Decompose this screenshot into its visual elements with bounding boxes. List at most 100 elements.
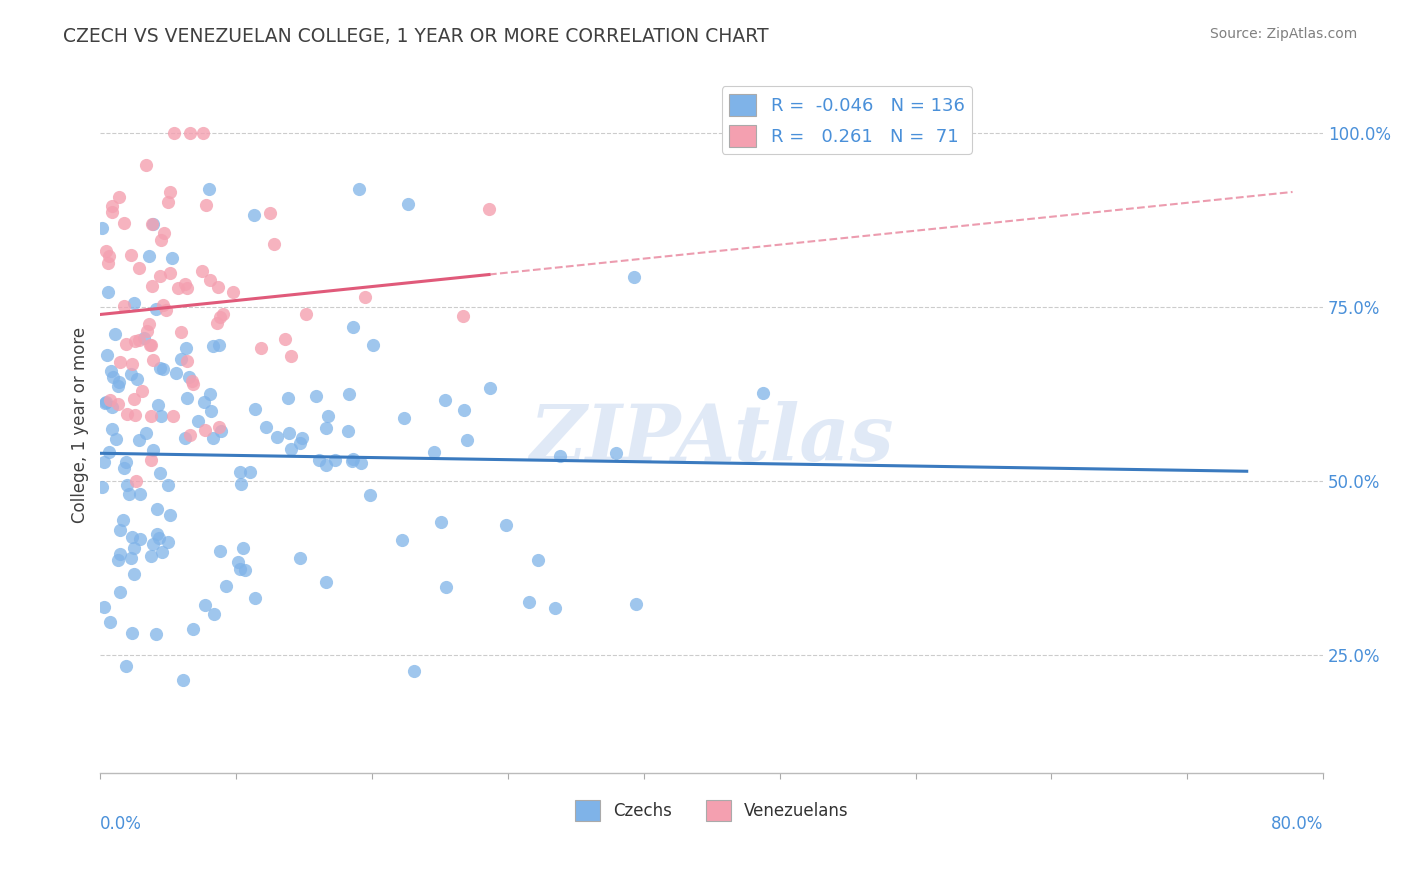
- Point: [209, 425, 232, 439]
- Text: ZIPAtlas: ZIPAtlas: [530, 401, 894, 477]
- Point: [124, 408, 146, 422]
- Point: [107, 553, 129, 567]
- Point: [105, 432, 128, 446]
- Point: [430, 515, 453, 529]
- Point: [274, 332, 297, 346]
- Point: [337, 386, 360, 401]
- Point: [121, 530, 143, 544]
- Point: [120, 550, 142, 565]
- Point: [391, 533, 413, 547]
- Point: [172, 673, 194, 687]
- Point: [181, 376, 204, 391]
- Point: [394, 411, 416, 425]
- Point: [194, 598, 217, 612]
- Point: [121, 626, 143, 640]
- Point: [141, 217, 163, 231]
- Point: [517, 595, 540, 609]
- Point: [179, 126, 201, 140]
- Point: [125, 474, 148, 488]
- Point: [194, 423, 217, 437]
- Point: [108, 524, 131, 538]
- Text: 80.0%: 80.0%: [1271, 815, 1323, 833]
- Point: [250, 341, 273, 355]
- Point: [100, 364, 122, 378]
- Point: [752, 386, 775, 401]
- Point: [142, 353, 165, 368]
- Point: [436, 580, 458, 594]
- Point: [142, 218, 165, 232]
- Point: [134, 331, 156, 345]
- Point: [98, 393, 121, 408]
- Point: [291, 431, 314, 445]
- Point: [156, 195, 179, 210]
- Point: [93, 455, 115, 469]
- Text: Source: ZipAtlas.com: Source: ZipAtlas.com: [1209, 27, 1357, 41]
- Point: [233, 563, 256, 577]
- Point: [131, 384, 153, 398]
- Point: [139, 338, 162, 352]
- Point: [402, 664, 425, 678]
- Point: [254, 420, 277, 434]
- Point: [141, 452, 163, 467]
- Point: [340, 453, 363, 467]
- Point: [226, 556, 249, 570]
- Point: [97, 256, 120, 270]
- Point: [152, 362, 174, 376]
- Point: [115, 478, 138, 492]
- Point: [146, 398, 169, 412]
- Point: [163, 126, 186, 140]
- Point: [176, 281, 198, 295]
- Point: [100, 205, 122, 219]
- Point: [93, 600, 115, 615]
- Point: [98, 445, 121, 459]
- Point: [200, 404, 222, 418]
- Point: [159, 267, 181, 281]
- Point: [354, 290, 377, 304]
- Point: [108, 548, 131, 562]
- Point: [115, 455, 138, 469]
- Point: [152, 298, 174, 312]
- Point: [148, 531, 170, 545]
- Point: [101, 199, 124, 213]
- Point: [451, 309, 474, 323]
- Point: [174, 341, 197, 355]
- Point: [135, 426, 157, 441]
- Point: [239, 465, 262, 479]
- Point: [350, 456, 373, 470]
- Point: [167, 281, 190, 295]
- Point: [433, 393, 456, 408]
- Point: [176, 354, 198, 368]
- Point: [280, 349, 302, 363]
- Point: [198, 387, 221, 401]
- Text: CZECH VS VENEZUELAN COLLEGE, 1 YEAR OR MORE CORRELATION CHART: CZECH VS VENEZUELAN COLLEGE, 1 YEAR OR M…: [63, 27, 769, 45]
- Point: [187, 413, 209, 427]
- Point: [135, 158, 157, 172]
- Point: [108, 376, 131, 390]
- Point: [170, 325, 193, 339]
- Point: [195, 197, 218, 211]
- Point: [263, 236, 285, 251]
- Point: [100, 615, 122, 629]
- Point: [318, 409, 340, 423]
- Point: [308, 453, 330, 467]
- Point: [193, 126, 215, 140]
- Point: [129, 487, 152, 501]
- Point: [342, 319, 364, 334]
- Point: [94, 396, 117, 410]
- Point: [118, 487, 141, 501]
- Point: [359, 488, 381, 502]
- Point: [124, 334, 146, 348]
- Point: [205, 316, 228, 330]
- Point: [198, 182, 221, 196]
- Point: [112, 299, 135, 313]
- Point: [142, 442, 165, 457]
- Point: [202, 339, 225, 353]
- Point: [229, 465, 252, 479]
- Point: [180, 374, 202, 388]
- Point: [149, 466, 172, 480]
- Point: [141, 409, 163, 423]
- Point: [122, 296, 145, 310]
- Point: [423, 445, 446, 459]
- Point: [94, 244, 117, 258]
- Point: [212, 307, 235, 321]
